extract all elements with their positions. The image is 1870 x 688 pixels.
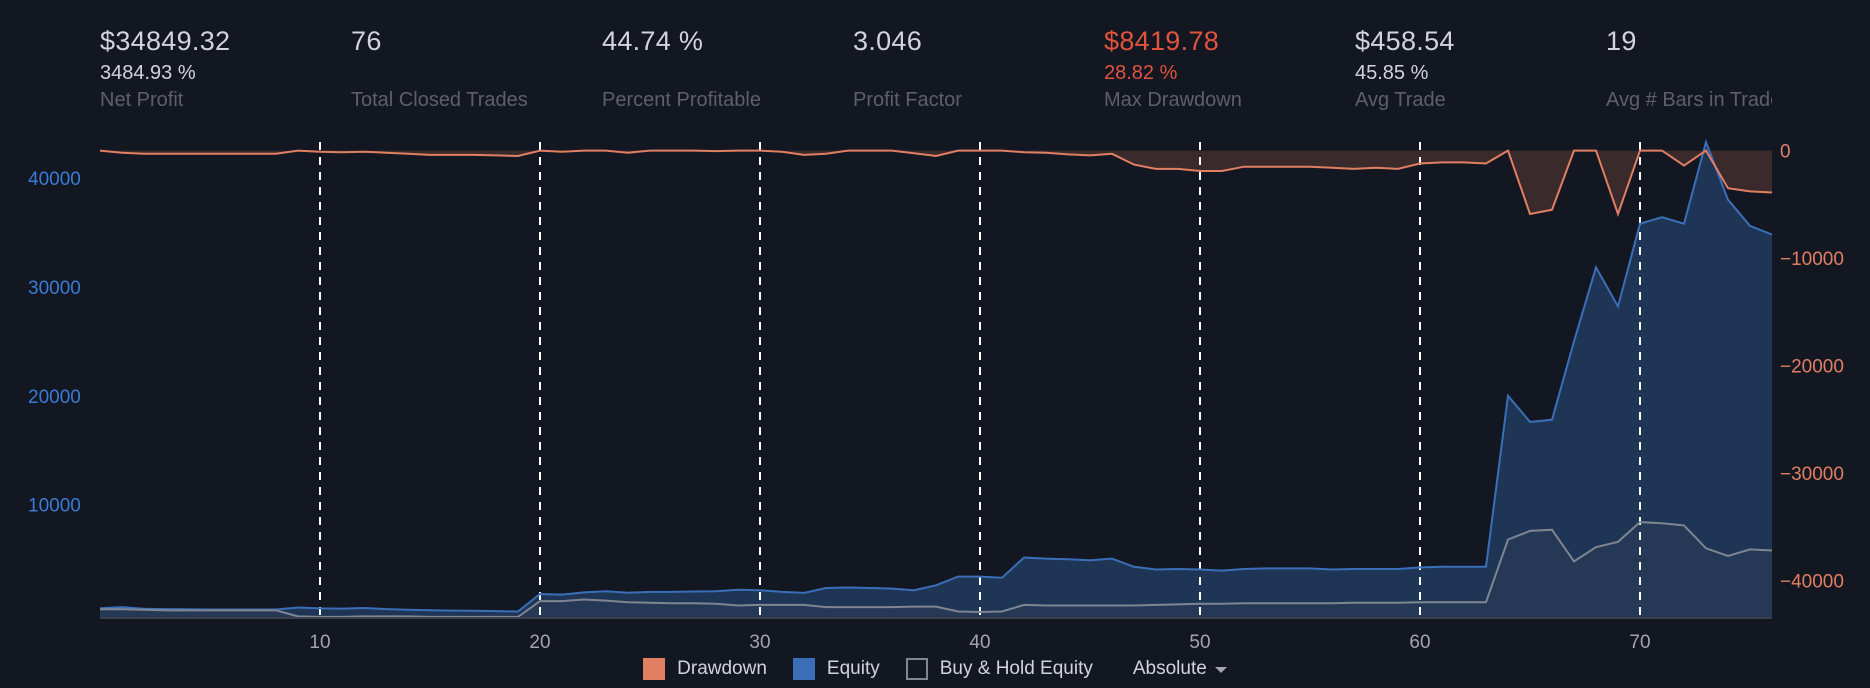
- equity-line: [99, 138, 1773, 613]
- legend-label: Buy & Hold Equity: [939, 658, 1093, 679]
- stat-value: 44.74 %: [602, 26, 704, 56]
- performance-stats: $34849.32 3484.93 % Net Profit 76 Total …: [100, 22, 1772, 122]
- chevron-down-icon: [1214, 667, 1227, 673]
- drawdown-area: [100, 150, 1772, 214]
- legend-drawdown[interactable]: Drawdown: [643, 658, 767, 680]
- stat-label: Avg Trade: [1355, 89, 1446, 111]
- stat-label: Max Drawdown: [1104, 89, 1242, 111]
- chart-legend: Drawdown Equity Buy & Hold Equity Absolu…: [0, 652, 1870, 686]
- stat-profit-factor: 3.046 Profit Factor: [853, 22, 1104, 114]
- stat-value: 19: [1606, 26, 1637, 56]
- stat-avg-bars-in-trades: 19 Avg # Bars in Trades: [1606, 22, 1772, 114]
- left-y-tick-label: 20000: [28, 387, 81, 408]
- stat-percent: 3484.93 %: [100, 62, 196, 84]
- left-y-tick-label: 30000: [28, 278, 81, 299]
- x-tick-label: 20: [529, 632, 550, 650]
- buy-hold-swatch: [905, 658, 928, 680]
- stat-value: 3.046: [853, 26, 923, 56]
- legend-label: Equity: [826, 658, 880, 679]
- legend-equity[interactable]: Equity: [792, 658, 880, 680]
- stat-net-profit: $34849.32 3484.93 % Net Profit: [100, 22, 351, 114]
- right-y-tick-label: 0: [1780, 142, 1791, 163]
- buy-hold-area: [100, 522, 1772, 618]
- legend-label: Drawdown: [677, 658, 767, 679]
- buy-hold-line: [100, 521, 1773, 618]
- x-tick-label: 70: [1629, 632, 1650, 650]
- stat-max-drawdown: $8419.78 28.82 % Max Drawdown: [1104, 22, 1355, 114]
- stat-value: $458.54: [1355, 26, 1455, 56]
- right-y-tick-label: −20000: [1780, 356, 1844, 377]
- stat-label: Avg # Bars in Trades: [1606, 89, 1772, 111]
- equity-swatch: [792, 658, 815, 680]
- mode-label: Absolute: [1132, 658, 1207, 679]
- stat-label: Net Profit: [100, 89, 184, 111]
- x-tick-label: 40: [969, 632, 990, 650]
- drawdown-swatch: [643, 658, 666, 680]
- left-y-tick-label: 10000: [28, 496, 81, 517]
- stat-label: Profit Factor: [853, 89, 962, 111]
- stat-label: Percent Profitable: [602, 89, 761, 111]
- stat-value: 76: [351, 26, 382, 56]
- right-y-tick-label: −40000: [1780, 571, 1844, 592]
- absolute-mode-dropdown[interactable]: Absolute: [1133, 658, 1227, 680]
- x-tick-label: 50: [1189, 632, 1210, 650]
- stat-percent-profitable: 44.74 % Percent Profitable: [602, 22, 853, 114]
- stat-percent: 45.85 %: [1355, 62, 1429, 84]
- stat-value: $8419.78: [1104, 26, 1220, 56]
- equity-drawdown-chart[interactable]: 10 20 30 40 50 60 70 10000 20000 30000 40000 0 −1000…: [0, 0, 1870, 650]
- x-tick-label: 10: [309, 632, 330, 650]
- x-tick-label: 60: [1409, 632, 1430, 650]
- stat-percent: 28.82 %: [1104, 62, 1178, 84]
- stat-total-closed-trades: 76 Total Closed Trades: [351, 22, 602, 114]
- drawdown-line: [99, 149, 1773, 218]
- right-y-tick-label: −10000: [1780, 249, 1844, 270]
- legend-buy-hold-equity[interactable]: Buy & Hold Equity: [905, 658, 1093, 680]
- right-y-tick-label: −30000: [1780, 464, 1844, 485]
- left-y-tick-label: 40000: [28, 169, 81, 190]
- x-tick-label: 30: [749, 632, 770, 650]
- stat-label: Total Closed Trades: [351, 89, 528, 111]
- stat-value: $34849.32: [100, 26, 231, 56]
- stat-avg-trade: $458.54 45.85 % Avg Trade: [1355, 22, 1606, 114]
